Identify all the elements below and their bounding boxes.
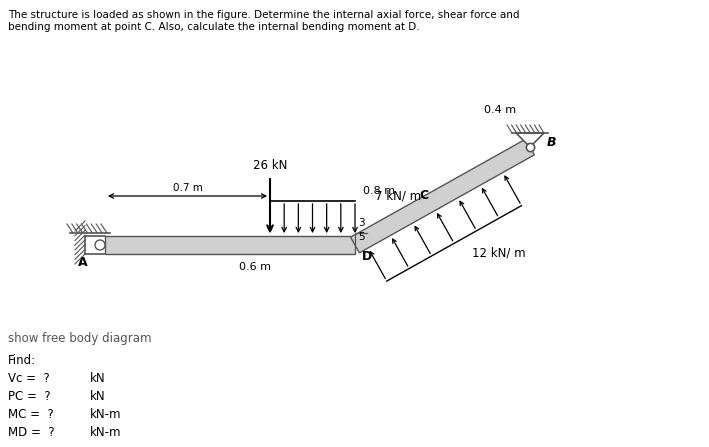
Text: PC =  ?: PC = ? bbox=[8, 390, 50, 403]
Text: 0.6 m: 0.6 m bbox=[239, 262, 271, 272]
Text: 7 kN/ m: 7 kN/ m bbox=[375, 190, 421, 202]
Circle shape bbox=[95, 240, 105, 250]
Text: kN: kN bbox=[90, 390, 106, 403]
Text: kN: kN bbox=[90, 372, 106, 385]
Text: MD =  ?: MD = ? bbox=[8, 426, 55, 439]
Text: show free body diagram: show free body diagram bbox=[8, 332, 152, 345]
Text: kN-m: kN-m bbox=[90, 426, 121, 439]
Text: bending moment at point C. Also, calculate the internal bending moment at D.: bending moment at point C. Also, calcula… bbox=[8, 22, 420, 32]
Polygon shape bbox=[351, 139, 535, 253]
Text: 0.7 m: 0.7 m bbox=[172, 183, 203, 193]
Text: A: A bbox=[78, 256, 88, 269]
Text: The structure is loaded as shown in the figure. Determine the internal axial for: The structure is loaded as shown in the … bbox=[8, 10, 520, 20]
Text: kN-m: kN-m bbox=[90, 408, 121, 421]
Text: 0.8 m: 0.8 m bbox=[363, 186, 395, 196]
Text: 12 kN/ m: 12 kN/ m bbox=[471, 246, 525, 259]
Text: 0.4 m: 0.4 m bbox=[484, 105, 516, 115]
Text: B: B bbox=[547, 135, 557, 148]
Polygon shape bbox=[516, 133, 544, 147]
Text: 26 kN: 26 kN bbox=[253, 159, 287, 172]
Polygon shape bbox=[105, 236, 355, 254]
Text: Find:: Find: bbox=[8, 354, 36, 367]
Text: C: C bbox=[420, 189, 428, 202]
Text: D: D bbox=[362, 250, 372, 263]
Text: MC =  ?: MC = ? bbox=[8, 408, 54, 421]
Text: 5: 5 bbox=[358, 232, 364, 242]
Text: Vc =  ?: Vc = ? bbox=[8, 372, 50, 385]
Text: 3: 3 bbox=[357, 218, 364, 228]
